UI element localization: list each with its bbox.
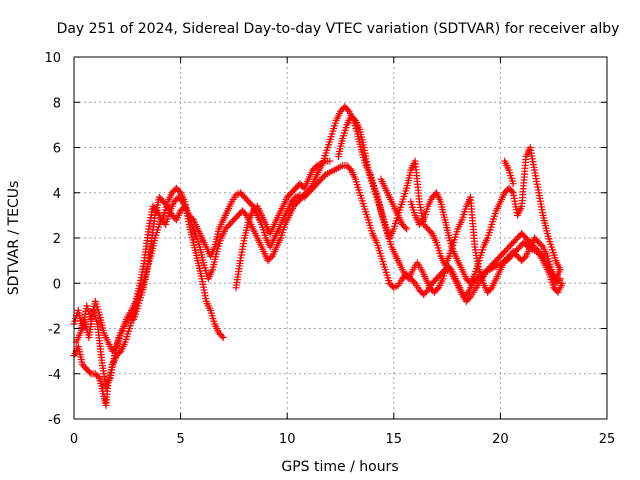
data-point [94,373,102,381]
y-tick-label: 10 [44,51,61,66]
data-point [241,210,249,218]
data-point [326,157,334,165]
data-point [427,228,435,236]
data-point [290,195,298,203]
y-tick-label: -2 [48,323,61,338]
x-tick-label: 15 [386,432,403,447]
y-tick-labels: -6 -4 -2 0 2 4 6 8 10 [44,51,61,428]
y-tick-label: 6 [53,142,61,157]
data-point [403,225,411,233]
data-point [521,254,529,262]
data-point [556,266,564,274]
data-point [558,279,566,287]
data-point [344,106,352,114]
data-point [152,205,160,213]
y-tick-label: 4 [53,187,61,202]
data-point [486,285,494,293]
data-point [346,165,354,173]
data-point [422,288,430,296]
x-tick-label: 5 [176,432,184,447]
data-points [70,103,566,409]
x-tick-label: 0 [70,432,78,447]
data-point [401,223,409,231]
data-point [219,334,227,342]
data-point [312,163,320,171]
axis-ticks [73,56,608,420]
data-point [508,187,516,195]
x-tick-label: 20 [492,432,509,447]
y-tick-label: -4 [48,368,61,383]
y-tick-label: 8 [53,96,61,111]
y-tick-label: 0 [53,277,61,292]
data-point [538,242,546,250]
data-point [267,254,275,262]
data-point [86,368,94,376]
data-point [305,186,313,194]
x-axis-label: GPS time / hours [281,459,398,475]
y-tick-label: 2 [53,232,61,247]
data-point [410,278,418,286]
data-point [175,187,183,195]
data-point [115,349,123,357]
data-point [463,290,471,298]
data-point [218,332,226,340]
series-track-d [377,144,564,287]
data-point [433,285,441,293]
data-point [465,294,473,302]
x-tick-labels: 0 5 10 15 20 25 [70,432,615,447]
data-point [535,251,543,259]
x-tick-label: 10 [279,432,296,447]
data-point [350,115,358,123]
data-point [509,180,517,188]
data-point [523,242,531,250]
data-point [446,264,454,272]
y-tick-label: -6 [48,413,61,428]
chart-title: Day 251 of 2024, Sidereal Day-to-day VTE… [57,21,620,37]
data-point [248,201,256,209]
y-axis-label: SDTVAR / TECUs [6,181,22,296]
data-point [320,172,328,180]
data-point [418,217,426,225]
x-tick-label: 25 [599,432,616,447]
